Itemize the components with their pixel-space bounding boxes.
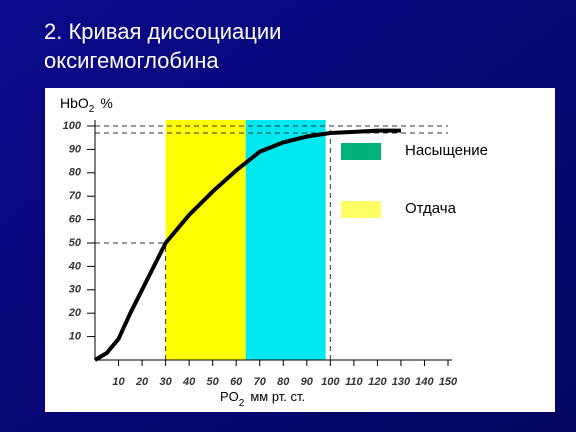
- y-label-unit: %: [100, 95, 112, 111]
- y-tick-label: 60: [69, 214, 82, 226]
- y-label-text: HbO: [60, 95, 89, 111]
- legend-swatch: [341, 143, 381, 160]
- x-label-text: PO: [220, 389, 239, 404]
- x-tick-label: 50: [207, 376, 220, 388]
- y-tick-label: 100: [63, 120, 82, 132]
- x-tick-label: 70: [254, 376, 267, 388]
- y-label-sub: 2: [89, 104, 95, 115]
- x-label-unit: мм рт. ст.: [250, 389, 305, 404]
- title-line: 2. Кривая диссоциации: [44, 19, 281, 44]
- x-tick-label: 140: [415, 376, 434, 388]
- y-tick-label: 80: [69, 167, 82, 179]
- y-axis-label: HbO2%: [60, 95, 113, 115]
- x-tick-label: 30: [159, 376, 172, 388]
- legend-swatch: [341, 201, 381, 218]
- x-tick-label: 100: [321, 376, 340, 388]
- x-tick-label: 10: [112, 376, 125, 388]
- legend-label: Насыщение: [405, 142, 488, 159]
- y-tick-label: 10: [69, 331, 82, 343]
- band: [245, 120, 326, 360]
- x-tick-label: 40: [182, 376, 196, 388]
- x-tick-label: 120: [368, 376, 387, 388]
- band: [165, 120, 246, 360]
- x-tick-label: 110: [345, 376, 363, 388]
- x-axis-label: PO2 мм рт. ст.: [220, 389, 305, 408]
- x-tick-label: 20: [135, 376, 149, 388]
- y-tick-label: 40: [68, 260, 82, 272]
- x-tick-label: 150: [439, 376, 458, 388]
- x-label-sub: 2: [239, 398, 245, 409]
- y-tick-label: 30: [69, 284, 82, 296]
- y-tick-label: 90: [69, 143, 82, 155]
- legend-label: Отдача: [405, 200, 457, 217]
- x-tick-label: 60: [230, 376, 243, 388]
- x-tick-label: 80: [277, 376, 290, 388]
- y-tick-label: 50: [69, 237, 82, 249]
- curve: [93, 128, 401, 362]
- x-tick-label: 130: [392, 376, 411, 388]
- y-tick-label: 20: [68, 307, 82, 319]
- title-line: оксигемоглобина: [44, 48, 219, 73]
- y-tick-label: 70: [69, 190, 82, 202]
- x-tick-label: 90: [301, 376, 314, 388]
